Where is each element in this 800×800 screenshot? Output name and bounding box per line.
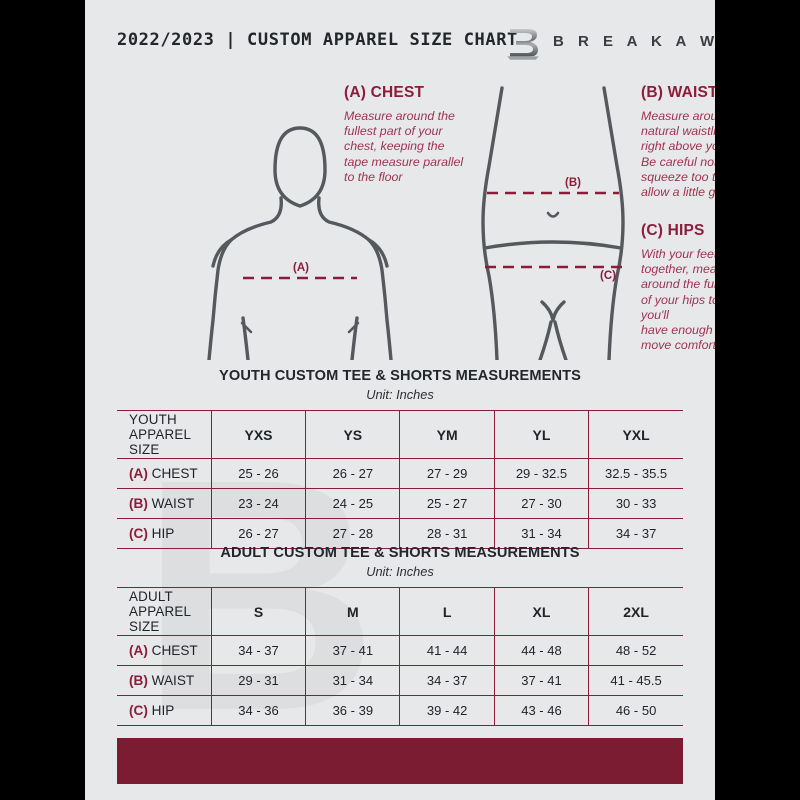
adult-size-header: XL [493,587,589,636]
table-row: (A) CHEST 25 - 26 26 - 27 27 - 29 29 - 32.5 3… [117,458,683,489]
adult-size-header: S [210,587,306,636]
adult-cell: 46 - 50 [588,695,683,726]
instruction-block-waist: (B) WAIST Measure around your natural wa… [641,84,715,200]
instruction-body-chest: Measure around the fullest part of your … [344,109,464,184]
youth-cell: 28 - 31 [399,518,495,549]
brand-wordmark: B R E A K A W A Y [553,33,715,50]
youth-row-label-waist: (B) WAIST [117,488,212,519]
youth-header-row: YOUTH APPAREL SIZE YXS YS YM YL YXL [117,410,683,459]
adult-row-label-hip: (C) HIP [117,695,212,726]
youth-cell: 24 - 25 [305,488,400,519]
youth-size-header: YL [493,410,589,459]
page-title: 2022/2023 | CUSTOM APPAREL SIZE CHART [117,30,518,50]
youth-row-label-chest: (A) CHEST [117,458,212,489]
adult-cell: 48 - 52 [588,635,683,666]
youth-cell: 34 - 37 [588,518,683,549]
adult-row-label-chest: (A) CHEST [117,635,212,666]
adult-cell: 41 - 45.5 [588,665,683,696]
table-row: (B) WAIST 23 - 24 24 - 25 25 - 27 27 - 30 30 … [117,488,683,519]
table-row: (C) HIP 34 - 36 36 - 39 39 - 42 43 - 46 46 - … [117,695,683,726]
adult-header-row: ADULT APPAREL SIZE S M L XL 2XL [117,587,683,636]
adult-cell: 34 - 36 [210,695,306,726]
waist-measure-tag: (B) [565,177,581,189]
youth-size-header: YXS [210,410,306,459]
adult-cell: 37 - 41 [493,665,589,696]
youth-cell: 31 - 34 [493,518,589,549]
adult-table-title: ADULT CUSTOM TEE & SHORTS MEASUREMENTS [220,545,580,561]
youth-size-header: YM [399,410,495,459]
adult-cell: 44 - 48 [493,635,589,666]
youth-cell: 30 - 33 [588,488,683,519]
adult-cell: 39 - 42 [399,695,495,726]
youth-size-label: YOUTH APPAREL SIZE [117,410,212,459]
adult-cell: 36 - 39 [305,695,400,726]
instruction-heading-waist: (B) WAIST [641,84,715,101]
adult-size-label: ADULT APPAREL SIZE [117,587,212,636]
youth-cell: 25 - 27 [399,488,495,519]
footer-bar [117,738,683,784]
youth-cell: 26 - 27 [305,458,400,489]
hip-measure-tag: (C) [600,270,616,282]
youth-cell: 23 - 24 [210,488,306,519]
instruction-heading-hips: (C) HIPS [641,222,705,239]
youth-size-header: YS [305,410,400,459]
youth-cell: 26 - 27 [210,518,306,549]
youth-cell: 27 - 28 [305,518,400,549]
adult-table-unit: Unit: Inches [366,564,434,579]
adult-cell: 34 - 37 [210,635,306,666]
youth-cell: 29 - 32.5 [493,458,589,489]
youth-table-title: YOUTH CUSTOM TEE & SHORTS MEASUREMENTS [219,368,581,384]
youth-cell: 32.5 - 35.5 [588,458,683,489]
table-row: (A) CHEST 34 - 37 37 - 41 41 - 44 44 - 48 48 … [117,635,683,666]
adult-cell: 37 - 41 [305,635,400,666]
measurement-illustrations: (A) (B) (C) (A) CHEST Measure around the… [85,70,715,360]
adult-size-header: L [399,587,495,636]
size-chart-page: B 2022/2023 | CUSTOM APPAREL SIZE CHART … [85,0,715,800]
table-row: (B) WAIST 29 - 31 31 - 34 34 - 37 37 - 41 41 … [117,665,683,696]
adult-cell: 41 - 44 [399,635,495,666]
youth-size-header: YXL [588,410,683,459]
youth-cell: 27 - 30 [493,488,589,519]
adult-cell: 31 - 34 [305,665,400,696]
youth-cell: 25 - 26 [210,458,306,489]
chest-measure-tag: (A) [293,262,309,274]
instruction-block-chest: (A) CHEST Measure around the fullest par… [344,84,496,185]
adult-size-header: M [305,587,400,636]
instruction-heading-chest: (A) CHEST [344,84,425,101]
adult-cell: 34 - 37 [399,665,495,696]
youth-row-label-hip: (C) HIP [117,518,212,549]
adult-size-table-section: ADULT CUSTOM TEE & SHORTS MEASUREMENTS U… [117,545,683,726]
instruction-body-waist: Measure around your natural waistline – … [641,109,715,200]
adult-cell: 29 - 31 [210,665,306,696]
adult-size-header: 2XL [588,587,683,636]
adult-row-label-waist: (B) WAIST [117,665,212,696]
youth-table-unit: Unit: Inches [366,387,434,402]
body-diagram-svg [207,86,625,360]
adult-size-table: ADULT APPAREL SIZE S M L XL 2XL (A) CHEST 34 - … [117,587,683,726]
page-header: 2022/2023 | CUSTOM APPAREL SIZE CHART B … [85,22,715,64]
table-row: (C) HIP 26 - 27 27 - 28 28 - 31 31 - 34 34 - … [117,518,683,549]
youth-size-table-section: YOUTH CUSTOM TEE & SHORTS MEASUREMENTS U… [117,368,683,549]
breakaway-b-logo-icon [507,29,539,60]
youth-cell: 27 - 29 [399,458,495,489]
adult-cell: 43 - 46 [493,695,589,726]
youth-size-table: YOUTH APPAREL SIZE YXS YS YM YL YXL (A) CHEST 2… [117,410,683,549]
